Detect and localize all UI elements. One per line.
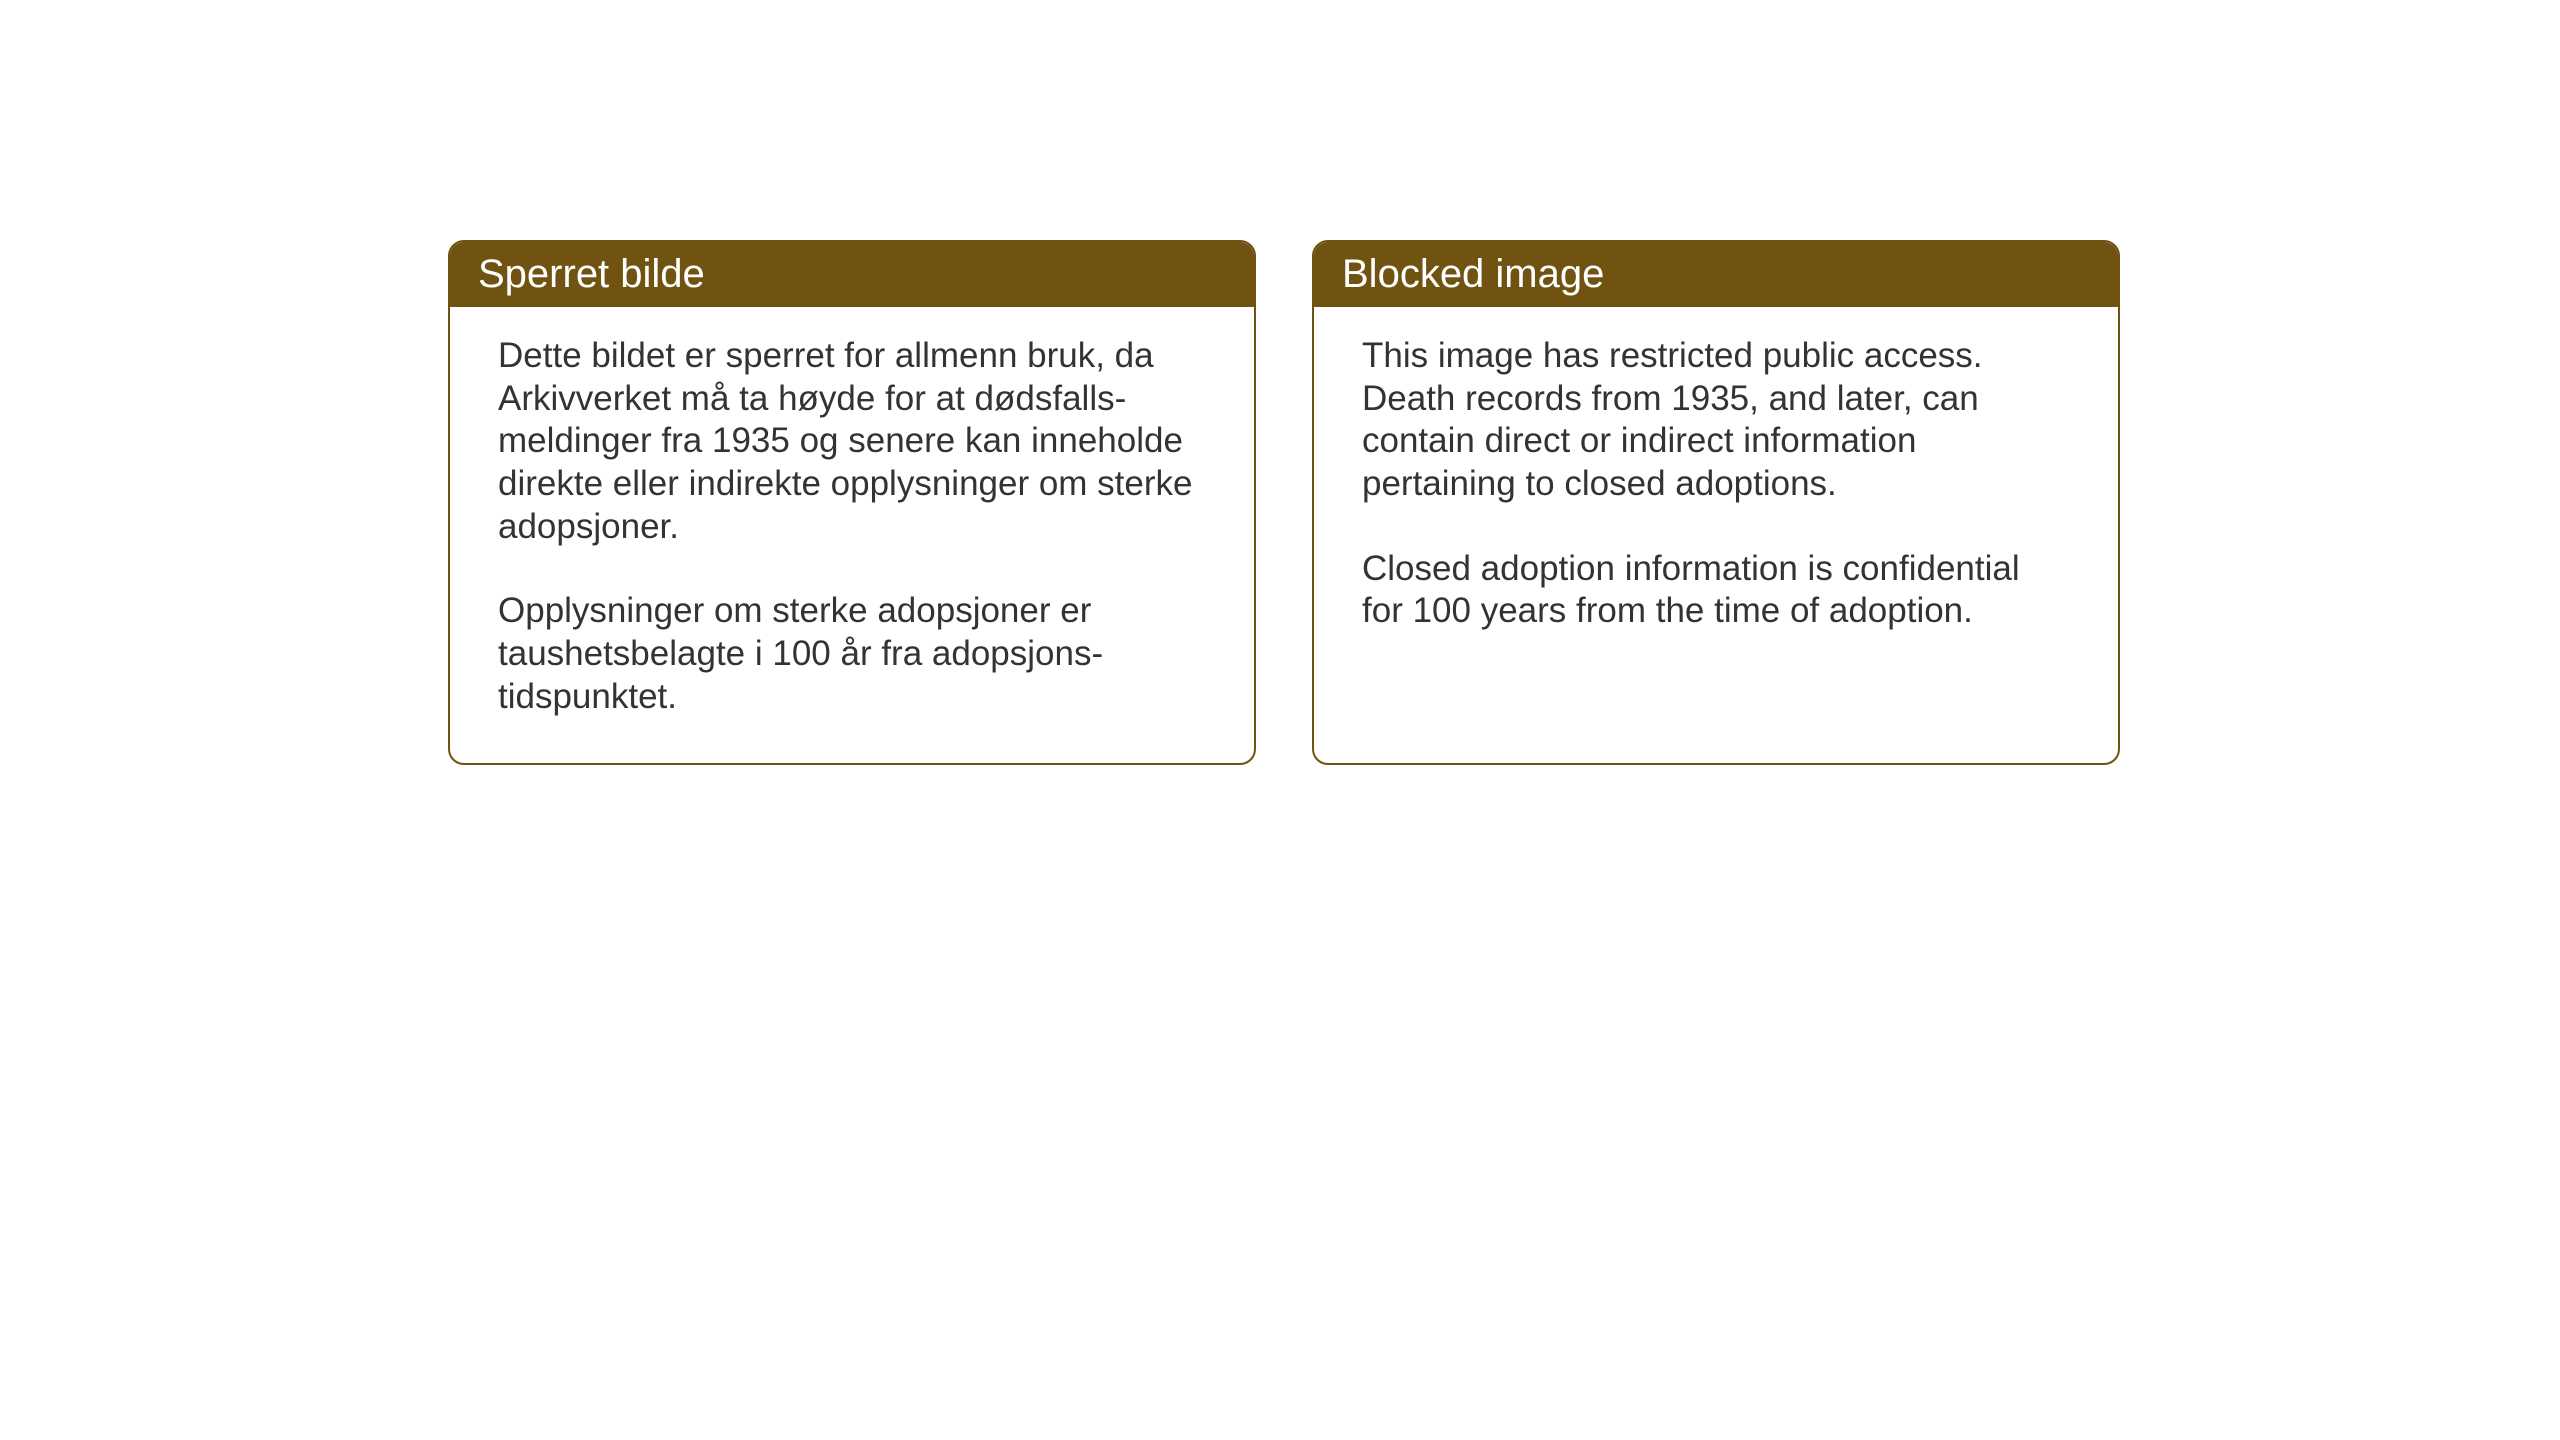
notice-container: Sperret bilde Dette bildet er sperret fo… bbox=[448, 240, 2120, 765]
norwegian-card-title: Sperret bilde bbox=[450, 242, 1254, 307]
english-paragraph-2: Closed adoption information is confident… bbox=[1362, 548, 2070, 633]
norwegian-notice-card: Sperret bilde Dette bildet er sperret fo… bbox=[448, 240, 1256, 765]
norwegian-card-body: Dette bildet er sperret for allmenn bruk… bbox=[450, 307, 1254, 763]
norwegian-paragraph-1: Dette bildet er sperret for allmenn bruk… bbox=[498, 335, 1206, 548]
norwegian-paragraph-2: Opplysninger om sterke adopsjoner er tau… bbox=[498, 590, 1206, 718]
english-paragraph-1: This image has restricted public access.… bbox=[1362, 335, 2070, 506]
english-card-title: Blocked image bbox=[1314, 242, 2118, 307]
english-card-body: This image has restricted public access.… bbox=[1314, 307, 2118, 677]
english-notice-card: Blocked image This image has restricted … bbox=[1312, 240, 2120, 765]
